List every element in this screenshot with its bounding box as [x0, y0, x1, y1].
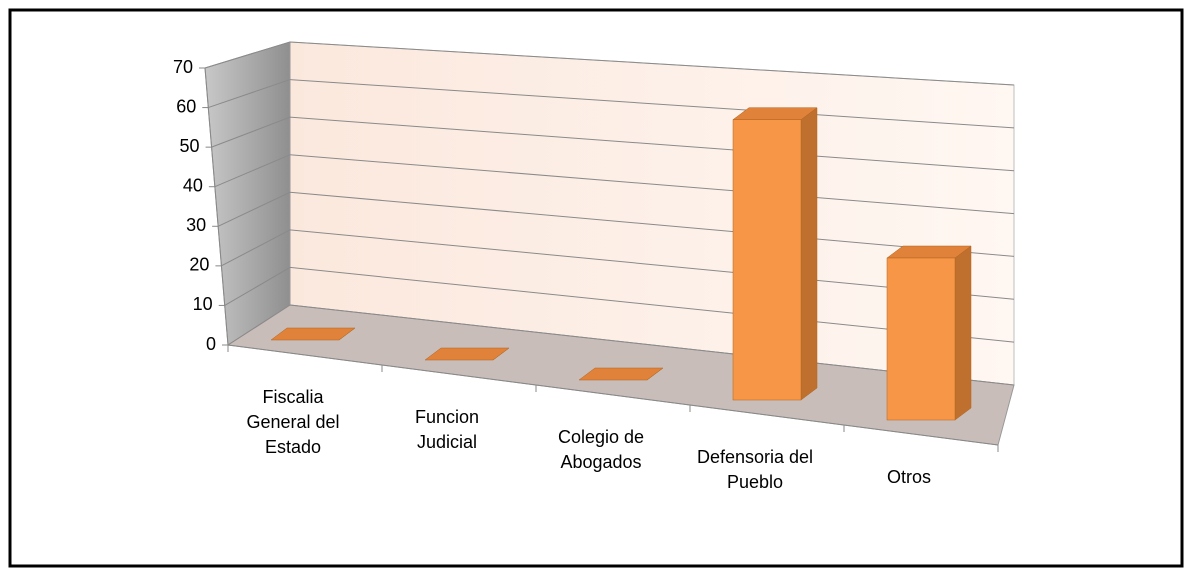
frame [8, 8, 1184, 568]
side-wall [204, 41, 291, 346]
y-tick-label: 20 [189, 255, 209, 275]
y-axis [204, 67, 229, 346]
y-tick-label: 70 [173, 57, 193, 77]
bar-side [954, 245, 972, 421]
y-tick-label: 10 [193, 294, 213, 314]
bar-top [270, 327, 356, 341]
x-tick-label: Otros [886, 467, 931, 487]
x-axis [227, 344, 999, 446]
y-tick-label: 30 [186, 215, 206, 235]
x-tick-label: Fiscalia General del Estado [246, 387, 340, 457]
bar [732, 119, 802, 401]
bar-top [424, 347, 510, 361]
x-tick-label: Colegio de Abogados [557, 427, 645, 472]
y-tick-label: 50 [180, 136, 200, 156]
y-tick-label: 0 [206, 334, 216, 354]
x-tick-label: Defensoria del Pueblo [696, 447, 814, 492]
x-tick-label: Funcion Judicial [414, 407, 480, 452]
bar [886, 257, 956, 421]
y-tick-label: 60 [176, 96, 196, 116]
y-tick-label: 40 [183, 175, 203, 195]
bar-side [800, 107, 818, 401]
bar-top [578, 367, 664, 381]
grid-line [204, 41, 1015, 86]
